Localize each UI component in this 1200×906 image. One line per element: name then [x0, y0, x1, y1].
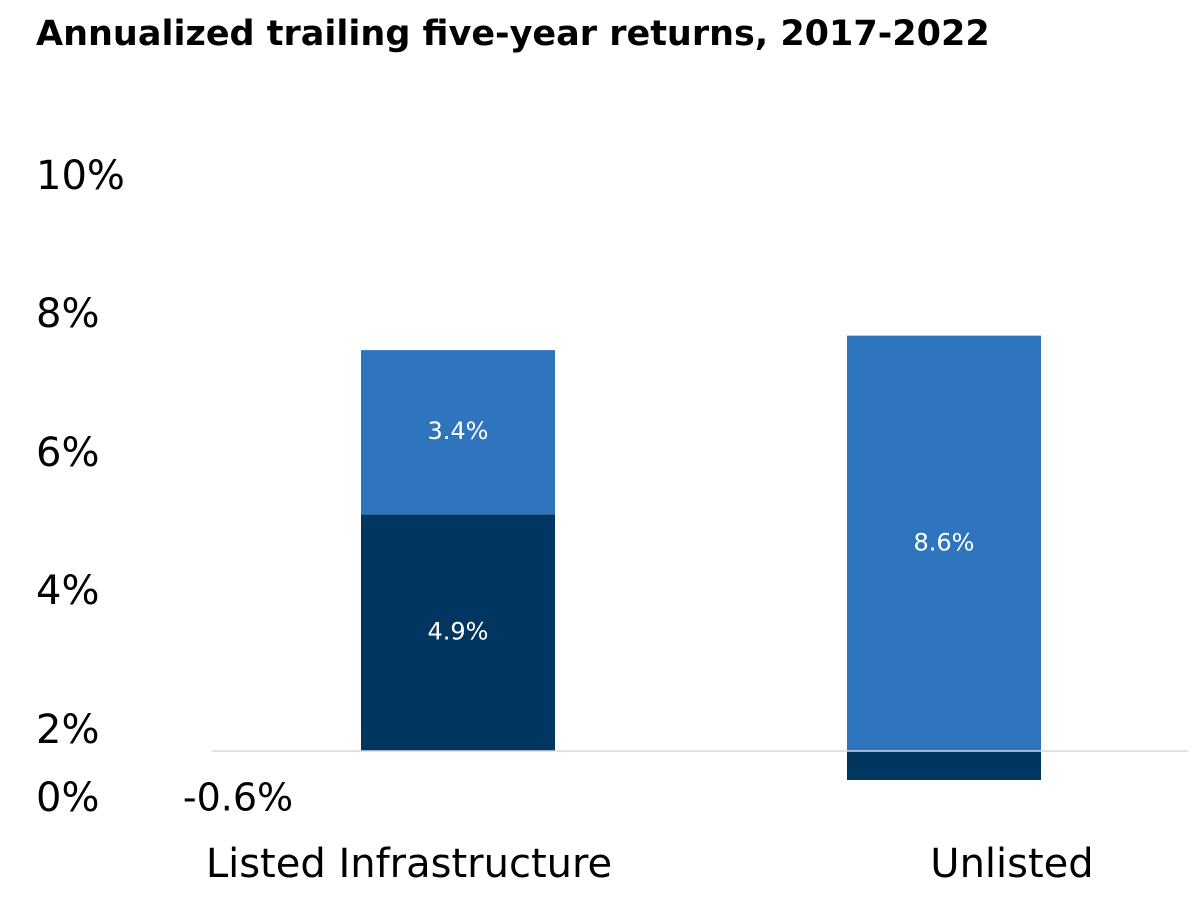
- chart-title: Annualized trailing five-year returns, 2…: [36, 14, 990, 54]
- bar-segment: [847, 751, 1041, 780]
- category-label: Listed Infrastructure: [206, 841, 612, 887]
- bar-segment: [361, 350, 555, 515]
- y-tick-label: 0%: [36, 775, 99, 821]
- bar-segment: [847, 335, 1041, 751]
- category-labels: Listed Infrastructure Unlisted: [206, 841, 1094, 887]
- category-label: Unlisted: [930, 841, 1093, 887]
- y-tick-label: 4%: [36, 568, 99, 614]
- data-label: -0.6%: [183, 776, 293, 820]
- data-label: 3.4%: [428, 417, 489, 445]
- data-label: 4.9%: [428, 618, 489, 646]
- y-tick-label: 6%: [36, 430, 99, 476]
- data-label: 8.6%: [914, 528, 975, 556]
- y-tick-label: 10%: [36, 153, 125, 199]
- y-tick-label: 2%: [36, 707, 99, 753]
- y-axis-ticks: 0% 2% 4% 6% 8% 10%: [36, 153, 125, 821]
- bar-segment: [361, 514, 555, 751]
- y-tick-label: 8%: [36, 291, 99, 337]
- data-labels: 4.9% 3.4% -0.6% 8.6%: [183, 417, 975, 819]
- bars: [361, 335, 1041, 780]
